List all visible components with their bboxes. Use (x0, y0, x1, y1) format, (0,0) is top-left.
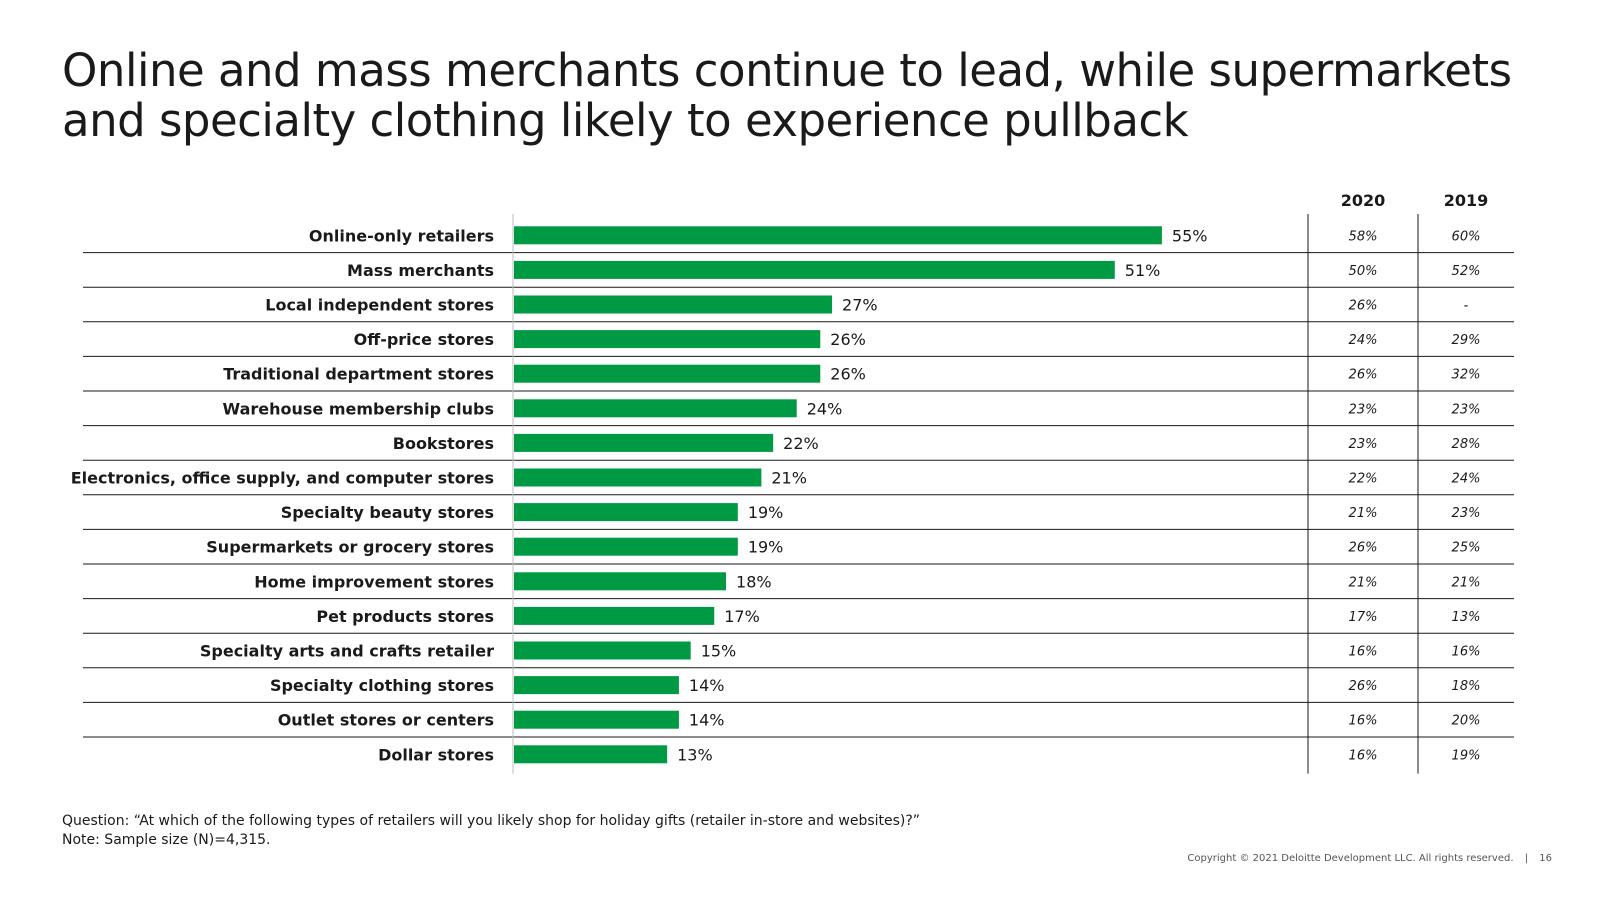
bar (514, 710, 679, 729)
value-2020: 17% (1349, 610, 1378, 625)
bar-value-label: 24% (807, 399, 843, 418)
value-2020: 58% (1349, 229, 1378, 244)
value-2020: 21% (1349, 575, 1378, 590)
value-2020: 26% (1349, 679, 1378, 694)
value-2019: 16% (1452, 645, 1481, 660)
value-2020: 26% (1349, 368, 1378, 383)
value-2019: 18% (1452, 679, 1481, 694)
footnote-note: Note: Sample size (N)=4,315. (62, 832, 271, 848)
bar (514, 260, 1115, 279)
value-2019: 24% (1452, 472, 1481, 487)
bar-value-label: 14% (689, 711, 725, 730)
category-label: Electronics, office supply, and computer… (71, 469, 494, 488)
bar (514, 676, 679, 695)
copyright-text: Copyright © 2021 Deloitte Development LL… (1187, 853, 1514, 864)
value-2020: 22% (1349, 472, 1378, 487)
bar (514, 226, 1162, 245)
value-2019: 52% (1452, 264, 1481, 279)
copyright-separator: | (1524, 853, 1529, 864)
value-2019: 23% (1452, 402, 1481, 417)
value-2019: 32% (1452, 368, 1481, 383)
value-2019: 21% (1452, 575, 1481, 590)
page-title: Online and mass merchants continue to le… (62, 46, 1542, 146)
value-2020: 23% (1349, 402, 1378, 417)
bar-value-label: 51% (1125, 261, 1161, 280)
bar (514, 468, 762, 487)
copyright-footer: Copyright © 2021 Deloitte Development LL… (1187, 853, 1552, 864)
value-2020: 26% (1349, 299, 1378, 314)
bar-value-label: 19% (748, 503, 784, 522)
bar-value-label: 21% (771, 469, 807, 488)
category-label: Home improvement stores (254, 572, 494, 591)
bar (514, 537, 738, 556)
value-2019: 29% (1452, 333, 1481, 348)
category-label: Outlet stores or centers (278, 711, 494, 730)
bar (514, 330, 821, 349)
bar (514, 399, 797, 418)
category-label: Pet products stores (316, 607, 494, 626)
bar-value-label: 14% (689, 676, 725, 695)
value-2019: 28% (1452, 437, 1481, 452)
column-header-2020: 2020 (1341, 191, 1386, 210)
page-title-line-2: and specialty clothing likely to experie… (62, 94, 1189, 147)
footnote-question: Question: “At which of the following typ… (62, 813, 921, 829)
category-label: Specialty arts and crafts retailer (200, 642, 494, 661)
bar (514, 364, 821, 383)
category-label: Specialty clothing stores (270, 676, 494, 695)
bar-value-label: 27% (842, 296, 878, 315)
bar-value-label: 19% (748, 538, 784, 557)
bar-value-label: 22% (783, 434, 819, 453)
value-2020: 23% (1349, 437, 1378, 452)
page-title-line-1: Online and mass merchants continue to le… (62, 44, 1512, 97)
value-2019: 13% (1452, 610, 1481, 625)
bar (514, 503, 738, 522)
value-2019: 19% (1452, 748, 1481, 763)
footnote: Question: “At which of the following typ… (62, 812, 920, 850)
page-number: 16 (1539, 853, 1552, 864)
bar (514, 606, 715, 625)
category-label: Bookstores (393, 434, 494, 453)
bar-value-label: 26% (830, 330, 866, 349)
bar-value-label: 13% (677, 745, 713, 764)
category-label: Traditional department stores (223, 365, 494, 384)
bar-value-label: 17% (724, 607, 760, 626)
category-label: Dollar stores (378, 745, 494, 764)
value-2019: 60% (1452, 229, 1481, 244)
category-label: Off-price stores (354, 330, 494, 349)
bar-value-label: 18% (736, 572, 772, 591)
value-2020: 24% (1349, 333, 1378, 348)
value-2019: 25% (1452, 541, 1481, 556)
bar-value-label: 15% (701, 642, 737, 661)
value-2020: 16% (1349, 748, 1378, 763)
value-2020: 50% (1349, 264, 1378, 279)
value-2019: 23% (1452, 506, 1481, 521)
value-2020: 16% (1349, 645, 1378, 660)
bar (514, 295, 833, 314)
column-header-2019: 2019 (1444, 191, 1489, 210)
value-2019: 20% (1452, 714, 1481, 729)
bar (514, 641, 691, 660)
bar (514, 433, 774, 452)
bar (514, 745, 668, 764)
category-label: Local independent stores (265, 296, 494, 315)
value-2020: 26% (1349, 541, 1378, 556)
category-label: Mass merchants (347, 261, 494, 280)
value-2020: 21% (1349, 506, 1378, 521)
category-label: Online-only retailers (309, 226, 494, 245)
bar-value-label: 26% (830, 365, 866, 384)
value-2019: - (1464, 299, 1469, 314)
value-2020: 16% (1349, 714, 1378, 729)
category-label: Warehouse membership clubs (223, 399, 494, 418)
bar (514, 572, 727, 591)
category-label: Specialty beauty stores (281, 503, 494, 522)
bar-value-label: 55% (1172, 226, 1208, 245)
category-label: Supermarkets or grocery stores (206, 538, 494, 557)
